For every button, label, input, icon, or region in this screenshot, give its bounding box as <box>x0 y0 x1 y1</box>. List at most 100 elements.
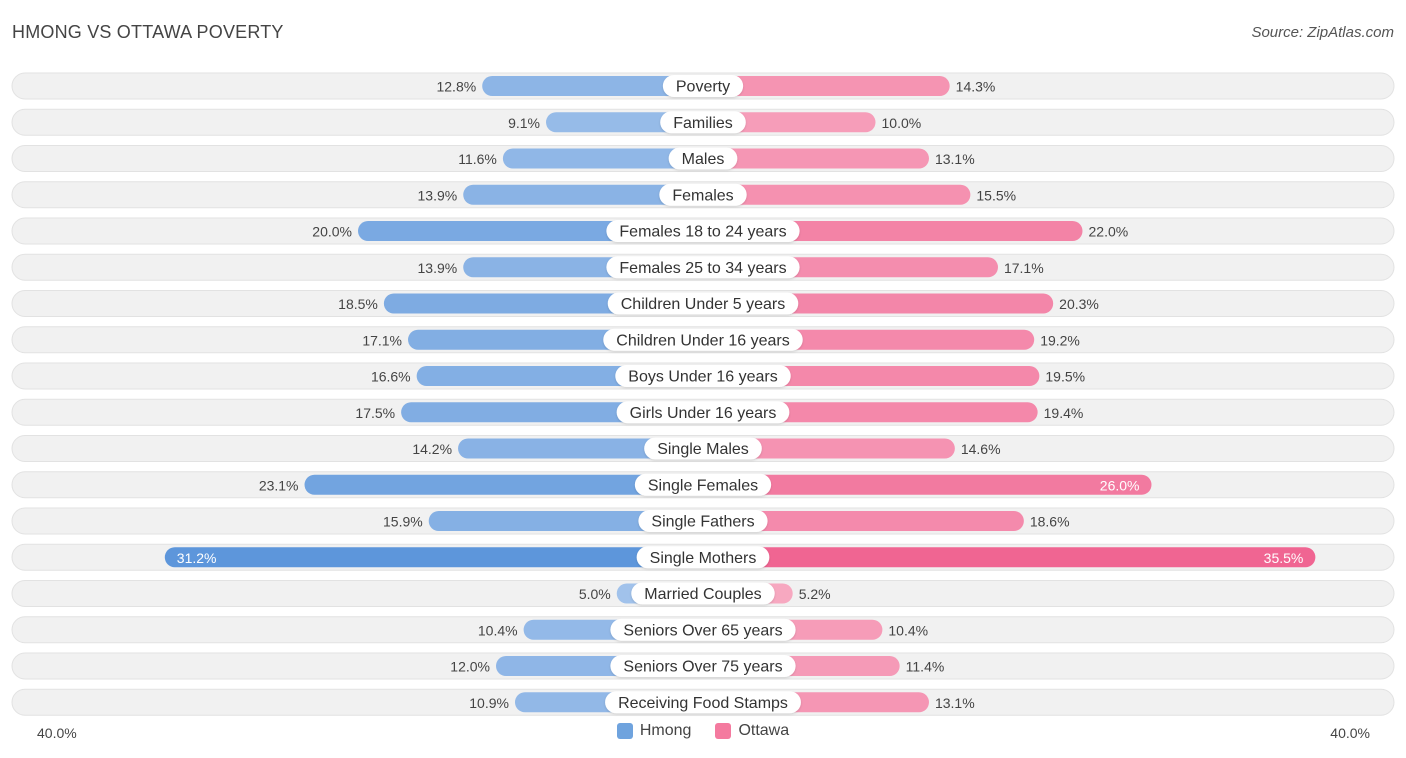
value-label-hmong: 17.1% <box>362 332 402 348</box>
bar-hmong[interactable] <box>428 511 703 531</box>
category-label: Single Males <box>657 441 749 458</box>
chart-title: HMONG VS OTTAWA POVERTY <box>12 22 284 42</box>
category-label: Single Fathers <box>651 514 754 531</box>
value-label-hmong: 9.1% <box>508 115 540 131</box>
value-label-ottawa: 10.4% <box>888 622 928 638</box>
value-label-ottawa: 14.3% <box>956 79 996 95</box>
category-pill <box>668 147 738 170</box>
row-6: 18.5% 20.3% Children Under 5 years <box>11 290 1395 317</box>
category-pill <box>636 546 770 569</box>
value-label-hmong: 13.9% <box>418 187 458 203</box>
value-label-ottawa: 13.1% <box>935 151 975 167</box>
bar-hmong[interactable] <box>164 547 704 568</box>
value-label-ottawa: 35.5% <box>1264 550 1304 566</box>
bar-ottawa[interactable] <box>703 76 950 96</box>
category-label: Females 25 to 34 years <box>619 260 786 277</box>
category-label: Receiving Food Stamps <box>618 695 788 712</box>
category-label: Children Under 5 years <box>621 296 786 313</box>
category-label: Single Mothers <box>650 550 757 567</box>
category-label: Married Couples <box>644 586 761 603</box>
bar-ottawa[interactable] <box>703 511 1024 531</box>
row-14: 5.0% 5.2% Married Couples <box>11 580 1395 607</box>
category-label: Girls Under 16 years <box>630 405 777 422</box>
bar-ottawa[interactable] <box>703 148 929 169</box>
row-9: 17.5% 19.4% Girls Under 16 years <box>11 398 1395 426</box>
value-label-ottawa: 5.2% <box>799 586 831 602</box>
legend-item-ottawa[interactable]: Ottawa <box>715 722 789 740</box>
category-pill <box>610 618 796 641</box>
category-label: Children Under 16 years <box>616 332 789 349</box>
category-label: Seniors Over 75 years <box>623 659 782 676</box>
category-pill <box>660 111 746 134</box>
category-label: Males <box>682 151 725 168</box>
bar-ottawa[interactable] <box>703 474 1152 495</box>
value-label-ottawa: 17.1% <box>1004 260 1044 276</box>
category-pill <box>603 328 803 351</box>
bar-hmong[interactable] <box>304 474 703 495</box>
value-label-hmong: 23.1% <box>259 477 299 493</box>
category-pill <box>638 510 768 532</box>
value-label-ottawa: 15.5% <box>976 187 1016 203</box>
category-label: Females 18 to 24 years <box>619 224 786 241</box>
source-label: Source: ZipAtlas.com <box>1251 24 1394 41</box>
category-label: Seniors Over 65 years <box>623 622 782 639</box>
legend-label-hmong: Hmong <box>639 722 692 739</box>
value-label-ottawa: 14.6% <box>961 441 1001 457</box>
bar-hmong[interactable] <box>463 184 703 205</box>
value-label-hmong: 12.0% <box>450 659 490 675</box>
category-pill <box>610 655 796 677</box>
category-pill <box>631 582 775 605</box>
value-label-hmong: 18.5% <box>338 296 378 312</box>
category-pill <box>605 691 801 714</box>
category-label: Poverty <box>676 79 730 96</box>
category-pill <box>662 75 744 97</box>
value-label-ottawa: 11.4% <box>906 659 945 675</box>
row-0: 12.8% 14.3% Poverty <box>11 72 1395 100</box>
row-5: 13.9% 17.1% Females 25 to 34 years <box>11 253 1395 281</box>
value-label-ottawa: 18.6% <box>1030 514 1070 530</box>
row-8: 16.6% 19.5% Boys Under 16 years <box>11 362 1395 390</box>
value-label-hmong: 17.5% <box>355 405 395 421</box>
row-12: 15.9% 18.6% Single Fathers <box>11 507 1395 535</box>
value-label-ottawa: 26.0% <box>1100 477 1140 493</box>
bar-hmong[interactable] <box>458 438 703 459</box>
row-3: 13.9% 15.5% Females <box>11 181 1395 209</box>
row-2: 11.6% 13.1% Males <box>11 145 1395 172</box>
value-label-hmong: 12.8% <box>436 79 476 95</box>
legend-swatch-hmong <box>616 723 633 739</box>
row-11: 23.1% 26.0% Single Females <box>11 471 1395 499</box>
bar-ottawa[interactable] <box>703 112 876 133</box>
row-1: 9.1% 10.0% Families <box>11 108 1395 136</box>
value-label-hmong: 5.0% <box>579 586 611 602</box>
category-pill <box>644 437 762 460</box>
category-label: Boys Under 16 years <box>628 369 777 386</box>
row-4: 20.0% 22.0% Females 18 to 24 years <box>11 217 1395 245</box>
row-15: 10.4% 10.4% Seniors Over 65 years <box>11 616 1395 644</box>
bar-ottawa[interactable] <box>703 547 1316 568</box>
value-label-ottawa: 22.0% <box>1089 224 1129 240</box>
category-pill <box>659 183 747 206</box>
row-7: 17.1% 19.2% Children Under 16 years <box>11 326 1395 354</box>
axis-label-left: 40.0% <box>37 725 77 741</box>
row-13: 31.2% 35.5% Single Mothers <box>11 543 1395 571</box>
value-label-ottawa: 13.1% <box>935 695 975 711</box>
legend-item-hmong[interactable]: Hmong <box>616 722 692 740</box>
value-label-hmong: 31.2% <box>177 550 217 566</box>
category-pill <box>607 292 799 315</box>
category-pill <box>615 365 791 387</box>
bar-ottawa[interactable] <box>703 438 955 459</box>
value-label-hmong: 10.4% <box>478 622 518 638</box>
value-label-ottawa: 20.3% <box>1059 296 1099 312</box>
row-16: 12.0% 11.4% Seniors Over 75 years <box>11 652 1395 680</box>
category-pill <box>634 473 772 496</box>
legend: Hmong Ottawa <box>0 722 1406 740</box>
row-17: 10.9% 13.1% Receiving Food Stamps <box>11 688 1395 716</box>
category-label: Families <box>673 115 733 132</box>
value-label-hmong: 10.9% <box>469 695 509 711</box>
bar-ottawa[interactable] <box>703 184 971 205</box>
bar-hmong[interactable] <box>482 76 703 96</box>
value-label-hmong: 15.9% <box>383 514 423 530</box>
legend-swatch-ottawa <box>715 723 732 739</box>
bar-hmong[interactable] <box>502 148 703 169</box>
